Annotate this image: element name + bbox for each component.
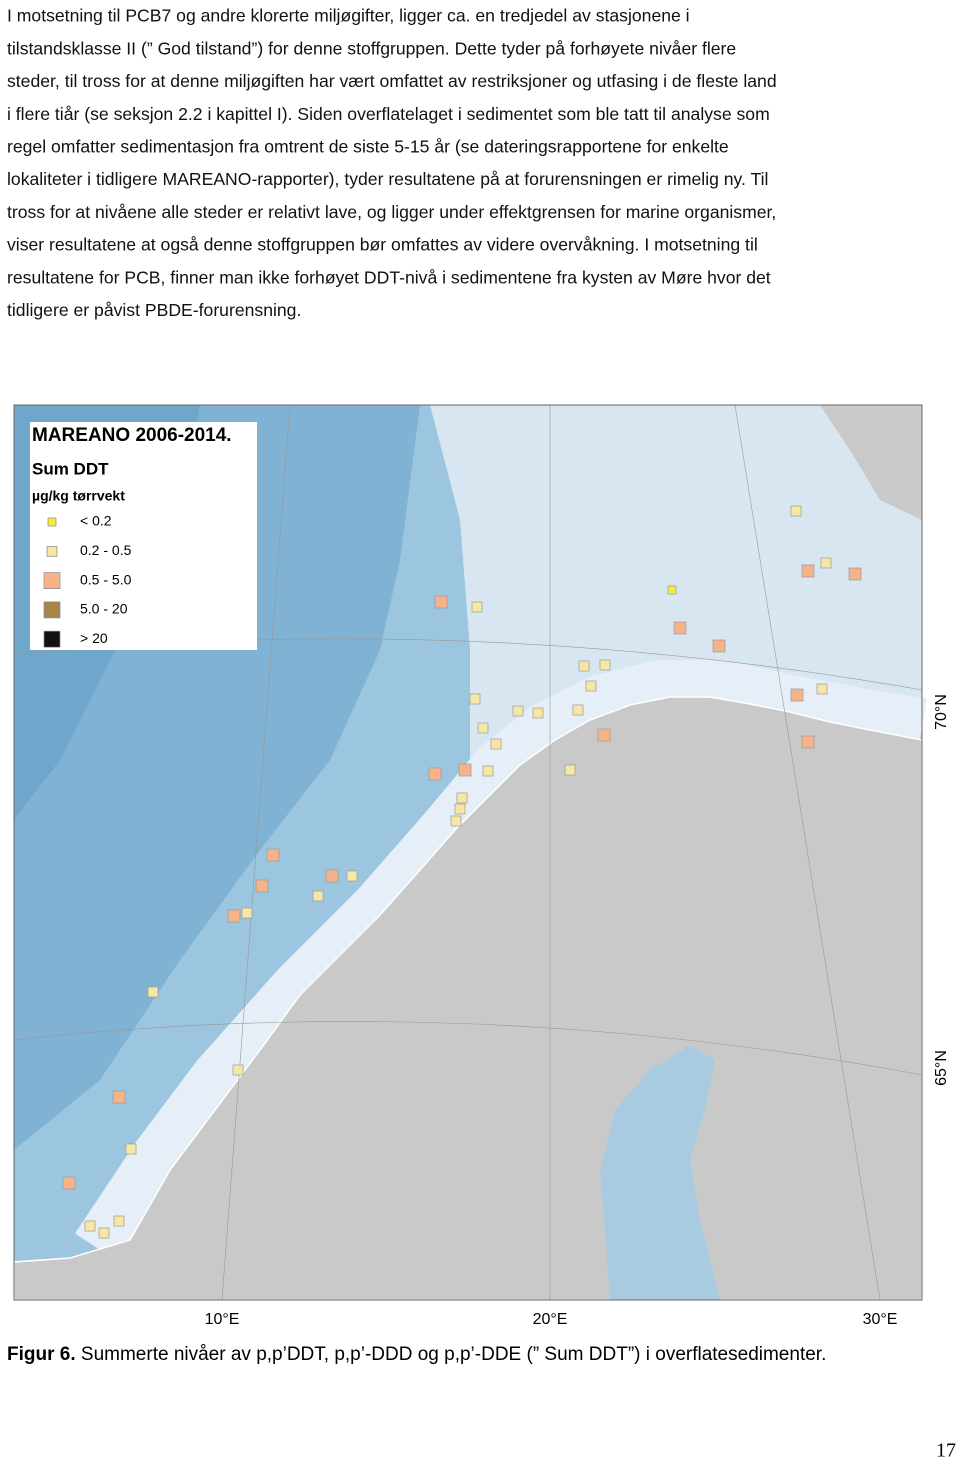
legend-swatch [43, 601, 61, 619]
station [84, 1220, 96, 1232]
map-frame [13, 404, 923, 1301]
station [241, 907, 253, 919]
station [450, 815, 462, 827]
station [790, 688, 804, 702]
station [578, 660, 590, 672]
station [112, 1090, 126, 1104]
station [98, 1227, 110, 1239]
gulf-of-bothnia [600, 1045, 720, 1300]
legend-title: MAREANO 2006-2014. [32, 425, 232, 446]
legend-swatch [43, 630, 61, 648]
x-label: 10°E [205, 1311, 240, 1328]
station [597, 728, 611, 742]
station [712, 639, 726, 653]
station [585, 680, 597, 692]
legend-swatch [46, 545, 58, 557]
station [482, 765, 494, 777]
legend-subtitle: Sum DDT [32, 459, 109, 478]
station [801, 564, 815, 578]
legend-label: > 20 [80, 630, 108, 646]
legend-label: 5.0 - 20 [80, 601, 128, 617]
station [477, 722, 489, 734]
station [312, 890, 324, 902]
station [801, 735, 815, 749]
page-number: 17 [936, 1440, 956, 1462]
station [599, 659, 611, 671]
station [227, 909, 241, 923]
legend: < 0.2 0.2 - 0.5 0.5 - 5.0 5.0 - 20 > 20 [43, 513, 132, 648]
legend-label: < 0.2 [80, 513, 112, 529]
caption: Figur 6. Summerte nivåer av p,p’DDT, p,p… [7, 1344, 826, 1365]
paragraph-line: regel omfatter sedimentasjon fra omtrent… [7, 136, 729, 156]
station [456, 792, 468, 804]
station [232, 1064, 244, 1076]
y-label: 65°N [933, 1050, 950, 1086]
legend-label: 0.5 - 5.0 [80, 571, 132, 587]
legend-swatch [43, 572, 61, 589]
island [820, 405, 922, 520]
y-label: 70°N [933, 694, 950, 730]
legend-box [30, 422, 257, 650]
land [13, 696, 923, 1301]
x-label: 30°E [863, 1311, 898, 1328]
caption-label: Figur 6. [7, 1344, 76, 1365]
station [667, 585, 677, 595]
station [512, 705, 524, 717]
paragraph-line: I motsetning til PCB7 og andre klorerte … [7, 6, 690, 26]
paragraph-line: viser resultatene at også denne stoffgru… [7, 235, 758, 255]
station [673, 621, 687, 635]
paragraph: I motsetning til PCB7 og andre klorerte … [7, 6, 777, 320]
station [428, 767, 442, 781]
paragraph-line: tross for at nivåene alle steder er rela… [7, 202, 776, 222]
station [790, 505, 802, 517]
legend-swatch [47, 517, 57, 527]
station [820, 557, 832, 569]
station [434, 595, 448, 609]
station [572, 704, 584, 716]
legend-label: 0.2 - 0.5 [80, 542, 132, 558]
station [532, 707, 544, 719]
station [469, 693, 481, 705]
station [346, 870, 358, 882]
paragraph-line: resultatene for PCB, finner man ikke for… [7, 267, 771, 287]
station [113, 1215, 125, 1227]
station [458, 763, 472, 777]
station [147, 986, 159, 998]
paragraph-line: tilstandsklasse II (” God tilstand”) for… [7, 38, 736, 58]
station [564, 764, 576, 776]
legend-unit: µg/kg tørrvekt [32, 488, 125, 504]
station [125, 1143, 137, 1155]
paragraph-line: tidligere er påvist PBDE-forurensning. [7, 300, 301, 320]
map: MAREANO 2006-2014. Sum DDT µg/kg tørrvek… [13, 404, 927, 1301]
paragraph-line: steder, til tross for at denne miljøgift… [7, 71, 777, 91]
paragraph-line: lokaliteter i tidligere MAREANO-rapporte… [7, 169, 768, 189]
station [325, 869, 339, 883]
station [848, 567, 862, 581]
stations [62, 505, 862, 1239]
station [471, 601, 483, 613]
x-label: 20°E [533, 1311, 568, 1328]
paragraph-line: i flere tiår (se seksjon 2.2 i kapittel … [7, 104, 770, 124]
station [62, 1176, 76, 1190]
station [255, 879, 269, 893]
station [816, 683, 828, 695]
caption-text: Summerte nivåer av p,p’DDT, p,p’-DDD og … [76, 1344, 827, 1365]
station [266, 848, 280, 862]
station [454, 803, 466, 815]
station [490, 738, 502, 750]
